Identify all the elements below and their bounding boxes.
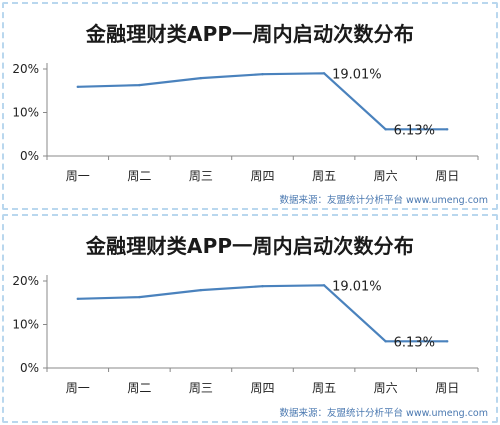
x-tick-label: 周四 [250, 169, 274, 183]
data-point [199, 288, 203, 292]
data-point [199, 76, 203, 80]
data-point [446, 340, 449, 343]
x-tick-label: 周五 [312, 169, 336, 183]
data-point [322, 72, 326, 75]
x-tick-label: 周日 [435, 169, 459, 183]
data-point [446, 128, 449, 131]
x-tick-label: 周三 [189, 169, 213, 183]
y-tick-label: 10% [12, 318, 39, 332]
chart-panel-top: 金融理财类APP一周内启动次数分布 0% 10% 20% 周一 周二 周三 周四 周五 周六 周日… [0, 0, 500, 212]
data-point [261, 285, 264, 288]
chart-title: 金融理财类APP一周内启动次数分布 [85, 22, 415, 46]
x-tick-label: 周二 [127, 169, 151, 183]
x-tick-label: 周六 [374, 169, 398, 183]
x-tick-label: 周一 [66, 381, 90, 395]
series-line [77, 284, 448, 343]
data-point [261, 73, 264, 76]
data-source-note: 数据来源：友盟统计分析平台 www.umeng.com [279, 195, 488, 206]
data-label: 6.13% [394, 335, 435, 350]
data-point [138, 295, 141, 299]
x-tick-label: 周六 [374, 381, 398, 395]
data-point [76, 85, 79, 89]
data-source-note: 数据来源：友盟统计分析平台 www.umeng.com [279, 408, 488, 419]
x-tick-label: 周三 [189, 381, 213, 395]
x-tick-label: 周日 [435, 381, 459, 395]
line-chart: 0% 10% 20% 周一 周二 周三 周四 周五 周六 周日 19.01% 6.13% [12, 274, 479, 395]
data-label: 19.01% [332, 67, 382, 82]
series-line [77, 72, 448, 131]
y-tick-label: 0% [20, 149, 39, 163]
data-label: 6.13% [394, 123, 435, 138]
y-tick-label: 0% [20, 361, 39, 375]
data-point [322, 284, 326, 287]
chart-title: 金融理财类APP一周内启动次数分布 [85, 234, 415, 258]
data-label: 19.01% [332, 279, 382, 294]
data-point [384, 128, 387, 131]
y-tick-label: 20% [12, 62, 39, 76]
x-tick-label: 周四 [250, 381, 274, 395]
chart-panel-bottom: 金融理财类APP一周内启动次数分布 0% 10% 20% 周一 周二 周三 周四 周五 周六 周日… [0, 212, 500, 425]
x-tick-label: 周一 [66, 169, 90, 183]
line-chart: 0% 10% 20% 周一 周二 周三 周四 周五 周六 周日 19.01% 6.13% [12, 62, 479, 183]
data-point [384, 340, 387, 343]
data-point [76, 297, 79, 301]
y-tick-label: 20% [12, 274, 39, 288]
x-tick-label: 周五 [312, 381, 336, 395]
data-point [138, 83, 141, 87]
y-tick-label: 10% [12, 106, 39, 120]
x-tick-label: 周二 [127, 381, 151, 395]
